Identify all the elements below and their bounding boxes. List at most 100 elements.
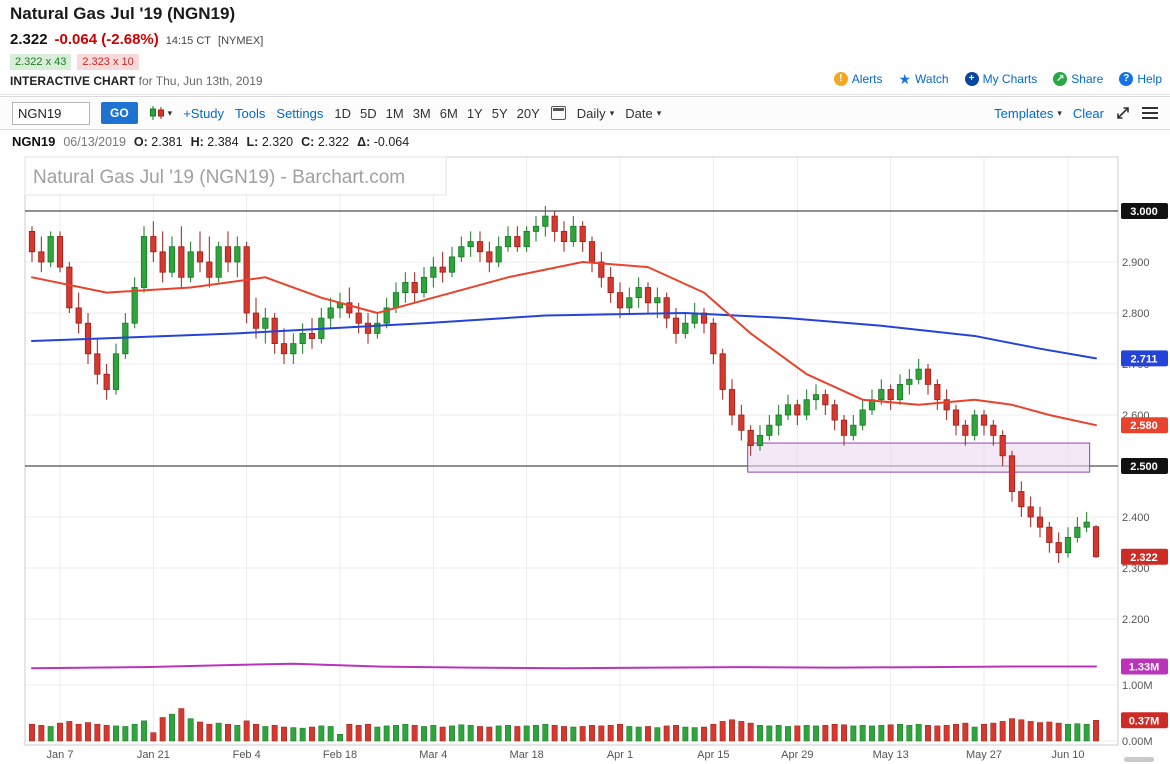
share-icon: ↗ <box>1053 72 1068 86</box>
watch-link-label: Watch <box>915 72 949 86</box>
svg-text:May 27: May 27 <box>966 749 1002 761</box>
svg-text:3.000: 3.000 <box>1130 206 1158 218</box>
share-link[interactable]: ↗ Share <box>1053 72 1103 86</box>
my-charts-icon: + <box>964 72 979 86</box>
open-value: 2.381 <box>151 135 183 149</box>
candlestick-icon <box>149 106 164 120</box>
add-study-button[interactable]: +Study <box>183 105 225 121</box>
price-chart[interactable]: Natural Gas Jul '19 (NGN19) - Barchart.c… <box>0 156 1170 764</box>
alerts-icon: ! <box>833 72 848 86</box>
chart-horizontal-scrollbar[interactable] <box>1124 757 1154 762</box>
ask-value: 2.323 x 10 <box>77 54 139 70</box>
menu-icon[interactable] <box>1142 107 1158 119</box>
share-link-label: Share <box>1071 72 1104 86</box>
close-value: 2.322 <box>317 135 350 149</box>
svg-text:2.200: 2.200 <box>1122 614 1150 626</box>
chart-type-button[interactable]: ▾ <box>149 105 173 121</box>
quote-time: 14:15 CT <box>165 35 212 47</box>
symbol-input[interactable] <box>12 101 90 125</box>
quote-symbol: NGN19 <box>12 134 56 149</box>
svg-text:2.580: 2.580 <box>1130 420 1158 432</box>
svg-text:2.500: 2.500 <box>1130 461 1158 473</box>
svg-text:Apr 29: Apr 29 <box>781 749 813 761</box>
open-label: O: <box>133 135 148 149</box>
header-divider <box>0 94 1170 95</box>
period-20y[interactable]: 20Y <box>516 105 540 121</box>
svg-text:2.322: 2.322 <box>1130 552 1158 564</box>
templates-dropdown-label: Templates <box>994 105 1054 121</box>
svg-text:Natural Gas Jul '19 (NGN19) -: Natural Gas Jul '19 (NGN19) - Barchart.c… <box>33 167 405 188</box>
chevron-down-icon: ▾ <box>609 107 615 118</box>
delta-label: Δ: <box>357 135 371 149</box>
tools-button[interactable]: Tools <box>235 105 266 121</box>
chevron-down-icon: ▾ <box>656 107 662 118</box>
expand-icon[interactable] <box>1115 105 1131 121</box>
svg-text:2.800: 2.800 <box>1122 308 1150 320</box>
chevron-down-icon: ▾ <box>167 107 173 118</box>
svg-text:Feb 4: Feb 4 <box>233 749 261 761</box>
svg-text:0.00M: 0.00M <box>1122 736 1153 748</box>
svg-text:Jan 7: Jan 7 <box>47 749 74 761</box>
svg-text:1.33M: 1.33M <box>1129 662 1160 674</box>
close-label: C: <box>301 135 315 149</box>
alerts-link[interactable]: ! Alerts <box>833 72 883 86</box>
svg-text:Mar 18: Mar 18 <box>510 749 544 761</box>
templates-dropdown[interactable]: Templates ▾ <box>994 106 1062 121</box>
period-5y[interactable]: 5Y <box>491 105 508 121</box>
date-dropdown[interactable]: Date ▾ <box>625 106 661 121</box>
delta-value: -0.064 <box>373 135 410 149</box>
svg-text:May 13: May 13 <box>873 749 909 761</box>
svg-text:1.00M: 1.00M <box>1122 680 1153 692</box>
date-dropdown-label: Date <box>625 105 653 121</box>
help-link-label: Help <box>1137 72 1162 86</box>
chart-toolbar: GO ▾ +Study Tools Settings 1D 5D 1M 3M 6… <box>0 96 1170 130</box>
settings-button[interactable]: Settings <box>276 105 324 121</box>
svg-text:Apr 1: Apr 1 <box>607 749 633 761</box>
my-charts-link[interactable]: + My Charts <box>964 72 1038 86</box>
interactive-chart-label: INTERACTIVE CHART <box>10 74 136 88</box>
svg-text:Apr 15: Apr 15 <box>697 749 729 761</box>
svg-text:Jan 21: Jan 21 <box>137 749 170 761</box>
go-button[interactable]: GO <box>101 102 138 124</box>
svg-text:Jun 10: Jun 10 <box>1051 749 1084 761</box>
high-label: H: <box>190 135 204 149</box>
bid-value: 2.322 x 43 <box>10 54 72 70</box>
frequency-dropdown-label: Daily <box>576 105 606 121</box>
period-5d[interactable]: 5D <box>360 105 377 121</box>
price-change: -0.064 (-2.68%) <box>54 31 159 48</box>
period-1y[interactable]: 1Y <box>466 105 483 121</box>
low-value: 2.320 <box>261 135 294 149</box>
watch-star-icon: ★ <box>898 71 912 87</box>
help-link[interactable]: ? Help <box>1119 72 1162 86</box>
my-charts-link-label: My Charts <box>982 72 1038 86</box>
header-quick-links: ! Alerts ★ Watch + My Charts ↗ Share ? H… <box>833 72 1162 86</box>
svg-text:2.400: 2.400 <box>1122 512 1150 524</box>
quote-date: 06/13/2019 <box>63 135 126 149</box>
last-price: 2.322 <box>10 31 48 48</box>
calendar-icon[interactable] <box>550 106 566 120</box>
period-selector: 1D 5D 1M 3M 6M 1Y 5Y 20Y <box>334 106 539 121</box>
chevron-down-icon: ▾ <box>1057 107 1062 118</box>
svg-text:Mar 4: Mar 4 <box>419 749 447 761</box>
period-6m[interactable]: 6M <box>439 105 458 121</box>
period-3m[interactable]: 3M <box>412 105 431 121</box>
low-label: L: <box>246 135 259 149</box>
exchange-label: [NYMEX] <box>218 35 264 47</box>
frequency-dropdown[interactable]: Daily ▾ <box>577 106 614 121</box>
high-value: 2.384 <box>207 135 239 149</box>
alerts-link-label: Alerts <box>851 72 883 86</box>
svg-text:Feb 18: Feb 18 <box>323 749 357 761</box>
svg-text:0.37M: 0.37M <box>1129 715 1160 727</box>
svg-text:2.300: 2.300 <box>1122 563 1150 575</box>
period-1d[interactable]: 1D <box>334 105 352 121</box>
chart-date-label: for Thu, Jun 13th, 2019 <box>135 74 263 88</box>
help-icon: ? <box>1119 72 1134 86</box>
watch-link[interactable]: ★ Watch <box>898 72 948 86</box>
ohlc-quote-bar: NGN19 06/13/2019 O: 2.381 H: 2.384 L: 2.… <box>12 134 409 149</box>
page-title: Natural Gas Jul '19 (NGN19) <box>10 4 236 23</box>
period-1m[interactable]: 1M <box>385 105 404 121</box>
svg-text:2.711: 2.711 <box>1131 353 1158 365</box>
svg-text:2.900: 2.900 <box>1122 257 1150 269</box>
clear-button[interactable]: Clear <box>1072 105 1104 121</box>
